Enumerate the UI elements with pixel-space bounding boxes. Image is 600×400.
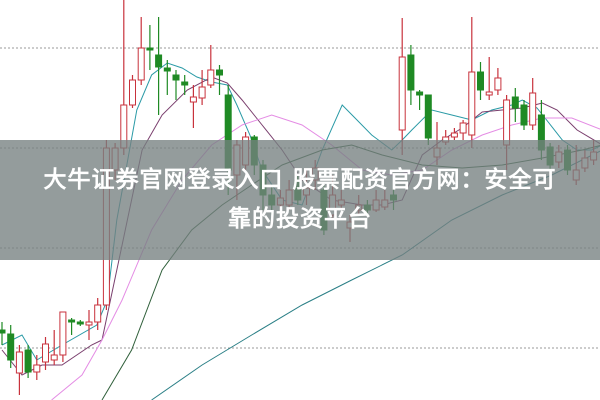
candle-body xyxy=(33,364,41,373)
title-line-2: 靠的投资平台 xyxy=(228,206,372,232)
candle-body xyxy=(146,47,154,51)
candle-down xyxy=(407,45,415,105)
candle-up xyxy=(398,18,406,155)
candle-body xyxy=(424,94,432,139)
candle-down xyxy=(181,75,189,95)
candle-body xyxy=(398,56,406,131)
candle-down xyxy=(68,318,76,335)
candle-body xyxy=(129,79,136,106)
candle-up xyxy=(120,0,128,155)
candle-up xyxy=(94,298,102,330)
candle-up xyxy=(59,311,67,362)
candle-up xyxy=(42,337,49,370)
candle-body xyxy=(172,74,180,81)
candle-down xyxy=(0,322,6,345)
candle-body xyxy=(407,54,415,91)
candle-body xyxy=(50,354,58,361)
candle-body xyxy=(85,321,93,326)
candle-up xyxy=(85,310,93,340)
candle-body xyxy=(477,71,484,91)
candle-down xyxy=(76,320,84,326)
candle-body xyxy=(416,91,424,96)
candle-up xyxy=(15,345,23,395)
candle-body xyxy=(163,67,171,72)
candle-body xyxy=(59,311,67,356)
candle-body xyxy=(207,69,215,86)
candle-body xyxy=(468,71,476,136)
candle-body xyxy=(0,329,6,334)
candle-body xyxy=(485,91,493,96)
candle-body xyxy=(94,304,102,323)
candle-up xyxy=(450,128,458,140)
title-banner: 大牛证券官网登录入口 股票配资官方网：安全可 靠的投资平台 xyxy=(0,140,600,260)
candle-down xyxy=(163,60,171,95)
candle-down xyxy=(146,25,154,70)
candle-body xyxy=(137,47,145,81)
candle-up xyxy=(207,45,215,88)
candle-body xyxy=(24,349,32,373)
candle-body xyxy=(76,321,84,325)
candle-down xyxy=(520,100,528,130)
candle-up xyxy=(468,17,476,148)
candle-up xyxy=(137,17,145,85)
candle-body xyxy=(181,81,189,86)
candle-up xyxy=(129,75,136,108)
candle-up xyxy=(529,78,537,130)
candle-down xyxy=(155,17,163,115)
candle-up xyxy=(485,57,493,100)
candle-up xyxy=(189,85,197,128)
candle-down xyxy=(7,325,15,368)
candle-up xyxy=(50,330,58,365)
candle-down xyxy=(424,94,432,145)
candle-up xyxy=(33,355,41,380)
candle-body xyxy=(7,333,15,361)
candle-up xyxy=(459,120,467,140)
candle-down xyxy=(477,62,484,100)
candle-body xyxy=(216,69,223,76)
candle-down xyxy=(172,70,180,100)
candle-up xyxy=(494,68,502,95)
candle-body xyxy=(529,92,537,126)
candle-body xyxy=(520,104,528,126)
candle-body xyxy=(189,96,197,103)
candle-down xyxy=(216,65,223,95)
candle-up xyxy=(198,70,206,105)
candle-down xyxy=(416,90,424,110)
candle-body xyxy=(42,343,49,363)
candle-body xyxy=(15,351,23,374)
candle-down xyxy=(511,88,519,122)
candle-body xyxy=(155,54,163,68)
candle-body xyxy=(198,86,206,99)
title-line-1: 大牛证券官网登录入口 股票配资官方网：安全可 xyxy=(43,167,557,193)
candle-body xyxy=(450,132,458,138)
candle-body xyxy=(494,77,502,91)
candle-body xyxy=(503,99,511,146)
candle-body xyxy=(459,122,467,134)
candle-body xyxy=(68,319,76,323)
candle-body xyxy=(511,96,519,109)
candle-down xyxy=(24,345,32,378)
